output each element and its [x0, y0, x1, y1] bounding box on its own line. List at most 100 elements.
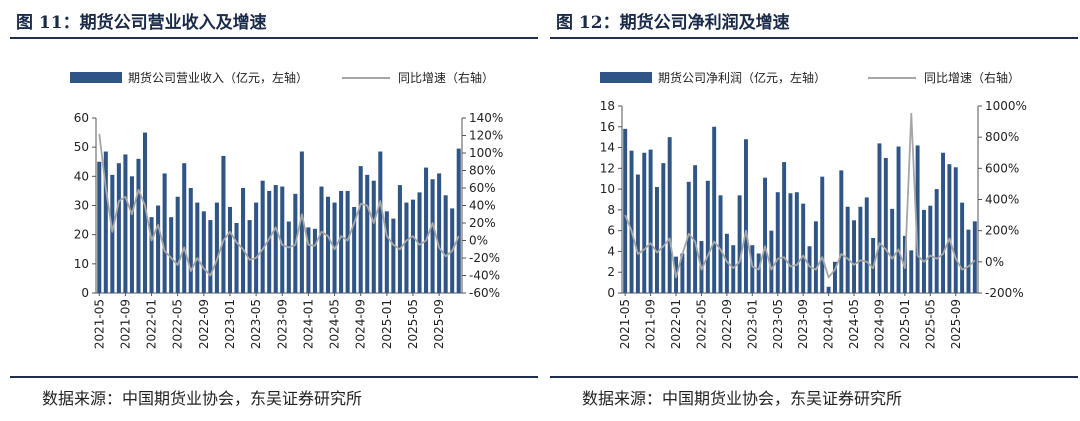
- legend-bar-swatch: [600, 72, 652, 83]
- right-tick-label: 20%: [469, 216, 496, 230]
- bottom-rule: [550, 376, 1078, 378]
- bar: [756, 253, 761, 293]
- left-tick-label: 10: [600, 182, 615, 196]
- bar: [234, 223, 239, 293]
- bar: [97, 161, 102, 293]
- bar: [280, 186, 285, 293]
- x-tick-label: 2024-09: [872, 299, 886, 349]
- bar: [743, 139, 748, 293]
- right-tick-label: -20%: [469, 251, 500, 265]
- bar: [794, 192, 799, 293]
- bar: [156, 205, 161, 293]
- bar: [966, 229, 971, 293]
- bar: [629, 150, 634, 293]
- bar: [718, 195, 723, 293]
- bar: [909, 250, 914, 293]
- growth-line: [98, 133, 460, 277]
- bar: [214, 202, 219, 293]
- bar: [915, 145, 920, 293]
- bar: [129, 176, 134, 293]
- bar: [731, 245, 736, 293]
- bar: [832, 261, 837, 293]
- bar: [921, 209, 926, 293]
- bar: [934, 189, 939, 293]
- bar: [775, 192, 780, 293]
- bar: [182, 163, 187, 293]
- left-tick-label: 12: [600, 161, 615, 175]
- x-tick-label: 2022-09: [720, 299, 734, 349]
- x-tick-label: 2025-01: [898, 299, 912, 349]
- right-tick-label: 0%: [985, 255, 1004, 269]
- bar: [254, 202, 259, 293]
- x-tick-label: 2022-05: [171, 299, 185, 349]
- left-tick-label: 16: [600, 120, 615, 134]
- right-tick-label: -40%: [469, 269, 500, 283]
- bar: [260, 180, 265, 293]
- bar: [188, 188, 193, 293]
- left-tick-label: 18: [600, 99, 615, 113]
- x-tick-label: 2025-09: [949, 299, 963, 349]
- bar: [299, 151, 304, 293]
- right-tick-label: 120%: [469, 129, 503, 143]
- x-tick-label: 2025-09: [432, 299, 446, 349]
- bar: [845, 206, 850, 293]
- bar: [142, 132, 148, 293]
- left-tick-label: 40: [74, 169, 89, 183]
- net-profit-chart: 期货公司净利润（亿元，左轴） 同比增速（右轴） 0 2 4 6 8 10 12 14 16 18 -20…: [600, 70, 1027, 349]
- bar: [208, 220, 213, 293]
- bar: [437, 173, 442, 293]
- bottom-rule: [10, 376, 538, 378]
- bar: [241, 188, 246, 293]
- bar: [195, 202, 200, 293]
- x-tick-label: 2025-01: [380, 299, 394, 349]
- bar: [247, 220, 252, 293]
- bar: [136, 158, 141, 293]
- x-tick-label: 2024-05: [847, 299, 861, 349]
- legend-line-label: 同比增速（右轴）: [398, 70, 494, 85]
- bar: [149, 217, 154, 293]
- bar: [960, 202, 965, 293]
- bar: [175, 196, 180, 293]
- x-tick-label: 2023-09: [796, 299, 810, 349]
- legend-bar-label: 期货公司净利润（亿元，左轴）: [658, 70, 826, 85]
- bar: [801, 203, 806, 293]
- legend-line-label: 同比增速（右轴）: [924, 70, 1020, 85]
- bar: [769, 230, 774, 293]
- figure-title: 图 11：期货公司营业收入及增速: [16, 13, 267, 33]
- left-tick-label: 2: [607, 265, 615, 279]
- left-tick-label: 0: [607, 286, 615, 300]
- x-tick-label: 2024-09: [354, 299, 368, 349]
- bar: [312, 228, 317, 293]
- bar: [378, 151, 383, 293]
- bar: [680, 253, 685, 293]
- source-note: 数据来源：中国期货业协会，东吴证券研究所: [42, 389, 363, 408]
- bar: [103, 151, 108, 293]
- x-tick-label: 2023-05: [771, 299, 785, 349]
- bar: [221, 155, 226, 293]
- bar: [397, 185, 402, 293]
- x-tick-label: 2021-05: [92, 299, 106, 349]
- bar: [890, 208, 895, 293]
- right-tick-label: -60%: [469, 286, 500, 300]
- right-tick-label: 600%: [985, 161, 1019, 175]
- right-tick-label: 40%: [469, 199, 496, 213]
- x-tick-label: 2024-05: [328, 299, 342, 349]
- bar: [642, 152, 647, 293]
- bar: [712, 126, 717, 294]
- top-rule: [10, 37, 538, 39]
- top-rule: [550, 37, 1078, 39]
- bar: [430, 179, 435, 293]
- bar: [654, 187, 659, 293]
- bar: [123, 154, 128, 293]
- bar: [877, 143, 882, 293]
- bar: [705, 180, 710, 293]
- bar: [858, 206, 863, 293]
- bar: [807, 246, 812, 293]
- x-tick-label: 2023-01: [223, 299, 237, 349]
- left-tick-label: 8: [607, 203, 615, 217]
- bar: [813, 221, 818, 293]
- bar: [941, 152, 946, 293]
- bar: [456, 148, 461, 293]
- bar: [365, 174, 370, 293]
- bar: [826, 286, 831, 293]
